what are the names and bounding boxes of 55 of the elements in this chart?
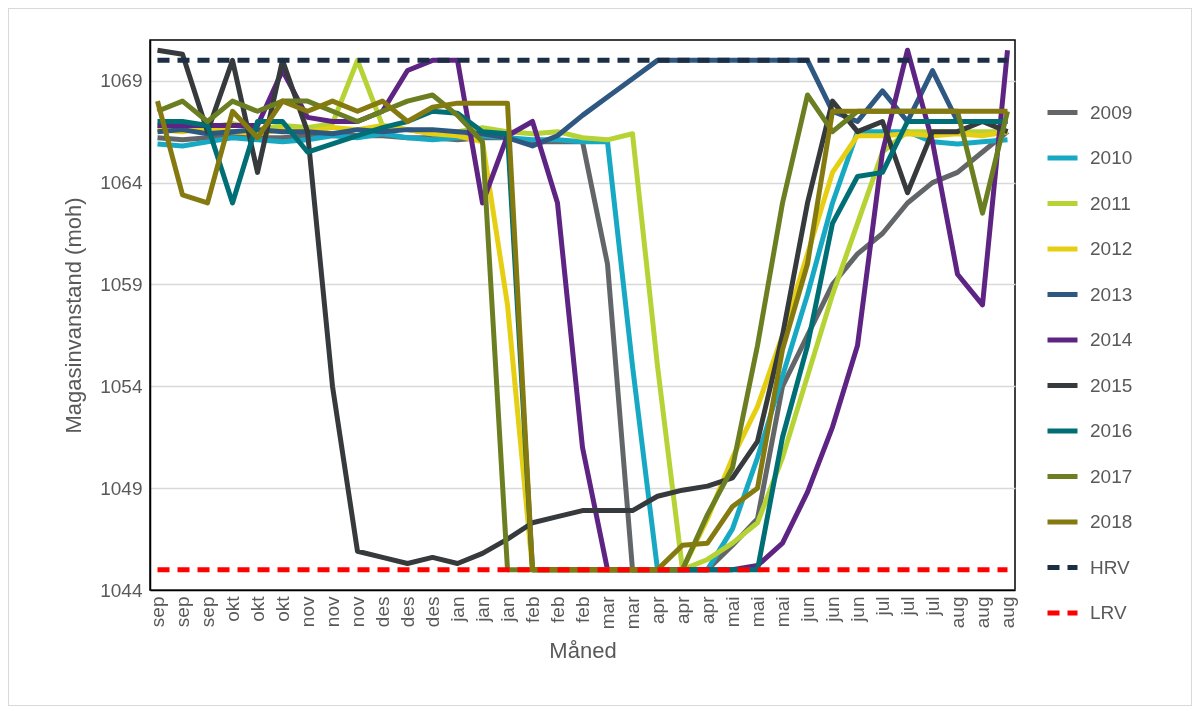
x-tick-label: nov — [347, 596, 368, 628]
legend-label: 2012 — [1090, 238, 1133, 259]
x-tick-label: jan — [447, 596, 468, 623]
y-tick-label: 1059 — [100, 273, 143, 295]
legend-label: 2014 — [1090, 329, 1133, 350]
x-tick-label: okt — [272, 595, 293, 622]
x-tick-label: mar — [597, 595, 618, 630]
legend-label: HRV — [1090, 556, 1131, 578]
y-tick-label: 1064 — [100, 172, 143, 194]
x-tick-label: jun — [797, 596, 818, 623]
x-tick-label: jun — [847, 596, 868, 623]
legend-label: 2009 — [1090, 101, 1133, 123]
x-tick-label: des — [397, 596, 418, 628]
x-tick-label: jul — [922, 596, 943, 617]
x-tick-label: mai — [747, 596, 768, 628]
x-axis-title: Måned — [549, 638, 617, 664]
x-tick-label: sep — [197, 596, 218, 628]
legend-label: 2010 — [1090, 147, 1133, 168]
y-tick-label: 1049 — [100, 477, 143, 499]
x-tick-label: sep — [172, 596, 193, 628]
x-tick-label: apr — [647, 595, 668, 624]
y-tick-label: 1054 — [100, 375, 143, 397]
x-tick-label: feb — [547, 596, 568, 623]
x-tick-label: apr — [672, 595, 693, 624]
y-axis-title: Magasinvanstand (moh) — [61, 197, 87, 434]
x-tick-label: okt — [247, 595, 268, 622]
legend-label: LRV — [1090, 602, 1127, 623]
legend-label: 2017 — [1090, 465, 1133, 487]
x-tick-label: aug — [997, 596, 1018, 629]
legend-label: 2013 — [1090, 283, 1133, 305]
x-tick-label: apr — [697, 595, 718, 624]
x-tick-label: feb — [522, 596, 543, 623]
x-tick-label: mai — [772, 596, 793, 628]
x-tick-label: des — [372, 596, 393, 628]
x-tick-label: okt — [222, 595, 243, 622]
x-tick-label: mai — [722, 596, 743, 628]
x-tick-label: jul — [897, 596, 918, 617]
x-tick-label: feb — [572, 596, 593, 623]
legend-label: 2016 — [1090, 420, 1133, 441]
x-tick-label: mar — [622, 595, 643, 630]
x-tick-label: des — [422, 596, 443, 628]
x-tick-label: nov — [297, 596, 318, 628]
x-tick-label: jan — [472, 596, 493, 623]
y-tick-label: 1044 — [100, 579, 143, 601]
y-tick-label: 1069 — [100, 70, 143, 92]
legend-label: 2011 — [1090, 192, 1131, 214]
x-tick-label: sep — [147, 596, 168, 628]
x-tick-label: aug — [972, 596, 993, 629]
x-tick-label: aug — [947, 596, 968, 629]
x-tick-label: jul — [872, 596, 893, 617]
legend-label: 2018 — [1090, 511, 1133, 532]
x-tick-label: jun — [822, 596, 843, 623]
legend-label: 2015 — [1090, 374, 1133, 396]
x-tick-label: nov — [322, 596, 343, 628]
x-tick-label: jan — [497, 596, 518, 623]
